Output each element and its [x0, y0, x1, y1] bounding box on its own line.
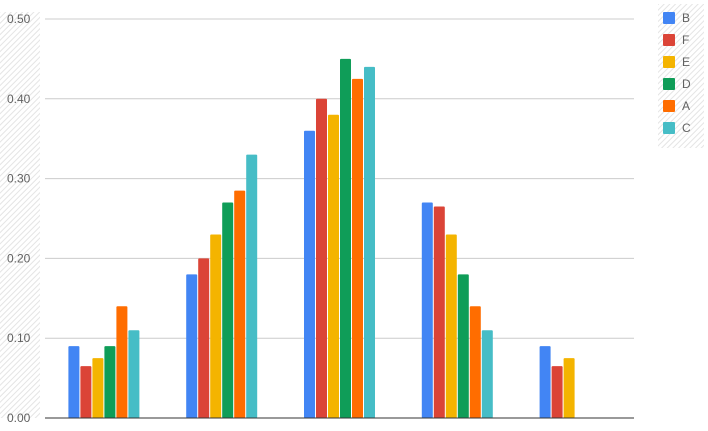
legend-swatch [663, 122, 675, 134]
gridlines [45, 18, 634, 339]
bar-d [340, 58, 351, 419]
bar-f [551, 366, 563, 418]
legend-item-f: F [663, 33, 689, 47]
axis-hatch [0, 12, 40, 418]
legend-swatch [663, 56, 675, 68]
bar-b [539, 346, 551, 418]
bar-f [198, 258, 210, 418]
legend-item-e: E [663, 55, 690, 69]
bar-d [457, 274, 469, 418]
legend-item-b: B [663, 11, 690, 25]
y-tick-label: 0.00 [7, 411, 31, 425]
bar-d [222, 202, 234, 418]
legend-item-d: D [663, 77, 691, 91]
legend-label: B [682, 11, 690, 25]
legend-label: D [682, 77, 691, 91]
y-tick-label: 0.50 [7, 12, 31, 26]
legend-item-a: A [663, 99, 690, 113]
legend-label: A [682, 99, 690, 113]
bar-f [316, 98, 327, 419]
y-axis-hatch [0, 12, 40, 418]
legend-swatch [663, 78, 675, 90]
bars [68, 58, 575, 419]
bar-f [80, 366, 92, 418]
bar-c [481, 330, 493, 418]
bar-c [246, 154, 258, 418]
bar-e [328, 114, 339, 418]
legend-label: E [682, 55, 690, 69]
bar-a [352, 78, 363, 418]
y-tick-labels: 0.00 0.10 0.20 0.30 0.40 0.50 [7, 12, 31, 425]
bar-c [364, 66, 375, 418]
legend-label: C [682, 121, 691, 135]
bar-e [210, 234, 222, 418]
bar-e [445, 234, 457, 418]
y-tick-label: 0.10 [7, 331, 31, 345]
y-tick-label: 0.20 [7, 251, 31, 265]
y-tick-label: 0.30 [7, 172, 31, 186]
bar-a [234, 190, 246, 418]
legend-swatch [663, 12, 675, 24]
bar-b [421, 202, 433, 418]
bar-e [92, 358, 104, 418]
legend-item-c: C [663, 121, 691, 135]
bar-b [304, 130, 315, 418]
bar-d [104, 346, 116, 418]
bar-b [186, 274, 198, 418]
bar-f [433, 206, 445, 418]
legend-swatch [663, 34, 675, 46]
legend-swatch [663, 100, 675, 112]
bar-a [469, 306, 481, 418]
legend-label: F [682, 33, 689, 47]
bar-b [68, 346, 80, 418]
bar-c [128, 330, 140, 418]
bar-a [116, 306, 128, 418]
y-tick-label: 0.40 [7, 92, 31, 106]
bar-e [563, 358, 575, 418]
